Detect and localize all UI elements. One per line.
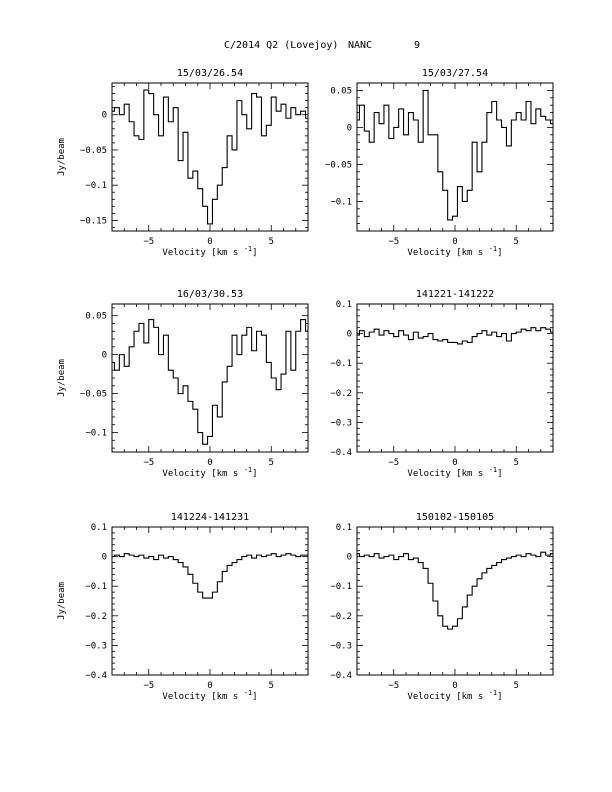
x-tick-label: −5 <box>388 681 399 691</box>
x-tick-label: 5 <box>514 237 519 247</box>
y-tick-label: −0.1 <box>330 359 352 369</box>
y-tick-label: −0.3 <box>330 641 352 651</box>
x-tick-label: 5 <box>269 458 274 468</box>
y-tick-label: −0.15 <box>80 216 107 226</box>
y-tick-label: −0.4 <box>330 671 352 681</box>
spectrum-line <box>357 89 553 221</box>
panel-title: 15/03/26.54 <box>177 68 243 79</box>
plot-frame <box>111 82 309 232</box>
y-tick-label: 0 <box>347 330 352 340</box>
y-tick-label: −0.05 <box>80 146 107 156</box>
x-axis-label: Velocity [km s -1] <box>407 466 502 479</box>
x-tick-label: 0 <box>207 681 212 691</box>
spectrum-panel-1: −5 0 5 0 −0.05 −0.1 −0.15 15/03/26.54 Velocity [… <box>57 68 309 258</box>
x-tick-label: −5 <box>143 237 154 247</box>
y-tick-label: 0.1 <box>91 523 107 533</box>
spectrum-panel-6: −5 0 5 0.1 0 −0.1 −0.2 −0.3 −0.4 150102-150105 Vel… <box>330 512 554 702</box>
y-tick-label: −0.3 <box>330 418 352 428</box>
y-tick-label: −0.05 <box>325 160 352 170</box>
y-tick-label: −0.4 <box>85 671 107 681</box>
y-tick-label: 0 <box>347 123 352 133</box>
x-tick-label: −5 <box>143 458 154 468</box>
panel-title: 16/03/30.53 <box>177 289 243 300</box>
spectrum-line <box>112 319 308 445</box>
spectrum-panel-3: −5 0 5 0.05 0 −0.05 −0.1 16/03/30.53 Velocity [k… <box>57 289 309 479</box>
y-tick-label: −0.2 <box>85 612 107 622</box>
x-tick-label: 5 <box>269 681 274 691</box>
spectrum-line <box>112 553 308 599</box>
y-tick-label: 0.1 <box>336 523 352 533</box>
panel-title: 141221-141222 <box>416 289 494 300</box>
y-tick-label: −0.1 <box>85 582 107 592</box>
x-tick-label: 5 <box>269 237 274 247</box>
y-tick-label: −0.3 <box>85 641 107 651</box>
y-tick-label: 0.05 <box>85 312 107 322</box>
y-axis-label: Jy/beam <box>57 582 67 620</box>
spectrum-line <box>357 327 553 345</box>
x-axis-label: Velocity [km s -1] <box>162 466 257 479</box>
x-tick-label: −5 <box>388 458 399 468</box>
spectrum-panel-2: −5 0 5 0.05 0 −0.05 −0.1 15/03/27.54 Velocity [k… <box>325 68 554 258</box>
x-tick-label: −5 <box>388 237 399 247</box>
y-tick-label: −0.1 <box>85 181 107 191</box>
y-tick-label: −0.4 <box>330 448 352 458</box>
y-tick-label: 0 <box>102 553 107 563</box>
plot-frame <box>111 526 309 676</box>
y-tick-label: −0.2 <box>330 612 352 622</box>
figure-source: NANC <box>348 40 372 51</box>
x-axis-label: Velocity [km s -1] <box>162 245 257 258</box>
plot-frame <box>356 526 554 676</box>
figure-title: C/2014 Q2 (Lovejoy) <box>224 40 338 51</box>
x-axis-label: Velocity [km s -1] <box>162 689 257 702</box>
y-tick-label: 0.05 <box>330 86 352 96</box>
x-tick-label: 0 <box>207 458 212 468</box>
y-tick-label: 0 <box>347 553 352 563</box>
x-axis-label: Velocity [km s -1] <box>407 245 502 258</box>
spectrum-line <box>357 551 553 630</box>
plot-frame <box>356 303 554 453</box>
x-axis-label: Velocity [km s -1] <box>407 689 502 702</box>
spectrum-line <box>112 89 308 225</box>
x-tick-label: −5 <box>143 681 154 691</box>
x-tick-label: 5 <box>514 458 519 468</box>
x-tick-label: 0 <box>452 681 457 691</box>
figure-number: 9 <box>414 40 420 51</box>
plot-frame <box>111 303 309 453</box>
y-tick-label: −0.2 <box>330 389 352 399</box>
y-tick-label: −0.1 <box>330 582 352 592</box>
y-tick-label: 0 <box>102 351 107 361</box>
y-tick-label: 0.1 <box>336 300 352 310</box>
y-axis-label: Jy/beam <box>57 359 67 397</box>
y-tick-label: −0.1 <box>85 429 107 439</box>
x-tick-label: 5 <box>514 681 519 691</box>
panel-title: 15/03/27.54 <box>422 68 488 79</box>
x-tick-label: 0 <box>452 237 457 247</box>
y-tick-label: −0.05 <box>80 390 107 400</box>
y-axis-label: Jy/beam <box>57 138 67 176</box>
panel-title: 141224-141231 <box>171 512 249 523</box>
x-tick-label: 0 <box>207 237 212 247</box>
spectrum-panel-4: −5 0 5 0.1 0 −0.1 −0.2 −0.3 −0.4 141221-141222 Vel… <box>330 289 554 479</box>
panel-title: 150102-150105 <box>416 512 494 523</box>
x-tick-label: 0 <box>452 458 457 468</box>
y-tick-label: 0 <box>102 111 107 121</box>
spectrum-panel-5: −5 0 5 0.1 0 −0.1 −0.2 −0.3 −0.4 141224-141231 Vel… <box>57 512 309 702</box>
y-tick-label: −0.1 <box>330 197 352 207</box>
